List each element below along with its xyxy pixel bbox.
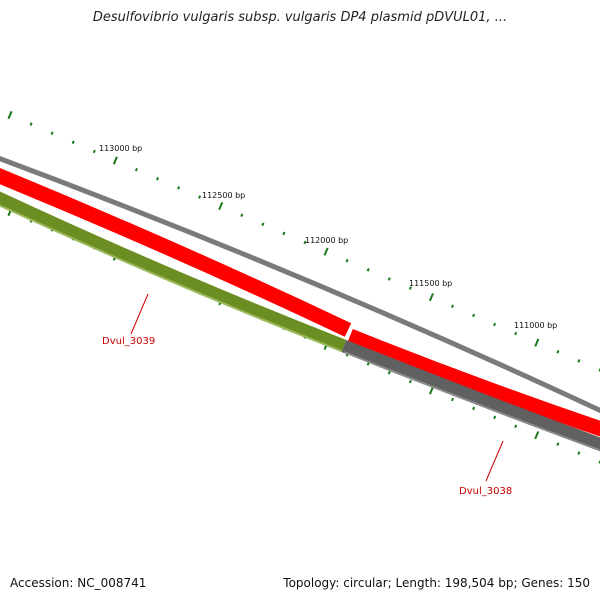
outer-tick (134, 167, 138, 172)
outer-tick (29, 122, 33, 126)
forward-feature-dvul-3038 (347, 329, 600, 437)
outer-tick (534, 338, 540, 347)
inner-tick (577, 451, 581, 455)
tick-label-112000: 112000 bp (305, 236, 348, 245)
outer-tick (71, 140, 75, 145)
tick-label-113000: 113000 bp (99, 144, 142, 153)
outer-tick (450, 304, 455, 309)
outer-tick (50, 131, 54, 135)
outer-tick (282, 231, 286, 236)
leader-line-dvul-3039 (130, 293, 149, 335)
leader-line-dvul-3038 (485, 440, 504, 482)
tick-label-112500: 112500 bp (202, 191, 245, 200)
outer-tick (218, 201, 224, 211)
outer-tick (345, 258, 349, 263)
inner-tick (472, 406, 476, 411)
outer-tick (112, 156, 118, 165)
outer-tick (155, 176, 160, 181)
outer-tick (408, 286, 412, 290)
inner-tick (428, 386, 434, 395)
inner-tick (408, 379, 412, 384)
gene-label-dvul-3039[interactable]: Dvul_3039 (102, 336, 155, 347)
outer-tick (514, 331, 518, 336)
outer-tick (428, 293, 434, 302)
tick-label-111500: 111500 bp (409, 279, 452, 288)
outer-tick-marks (7, 110, 600, 372)
backbone-line-gray (0, 156, 600, 414)
inner-tick (493, 415, 497, 420)
outer-tick (577, 359, 581, 363)
reverse-feature-gray (341, 339, 600, 452)
inner-tick (534, 431, 540, 440)
topology-summary: Topology: circular; Length: 198,504 bp; … (283, 576, 590, 590)
gene-label-dvul-3038[interactable]: Dvul_3038 (459, 486, 512, 497)
inner-tick (366, 362, 370, 366)
inner-tick (556, 442, 560, 446)
outer-tick (198, 195, 202, 199)
reverse-feature-dvul-3039-edge (0, 204, 345, 353)
inner-tick (387, 370, 391, 375)
reverse-feature-gray-edge (343, 351, 600, 452)
outer-tick (303, 240, 307, 245)
outer-tick (92, 149, 96, 154)
reverse-feature-dvul-3039 (0, 191, 347, 353)
inner-tick (450, 397, 455, 402)
outer-tick (556, 350, 560, 354)
forward-feature-upstream (0, 168, 352, 337)
outer-tick (177, 186, 181, 190)
outer-tick (323, 247, 329, 256)
map-title: Desulfovibrio vulgaris subsp. vulgaris D… (92, 10, 508, 25)
outer-tick (493, 322, 497, 327)
outer-tick (472, 313, 476, 318)
outer-tick (240, 213, 244, 217)
outer-tick (387, 277, 391, 281)
outer-tick (261, 222, 265, 227)
outer-tick (366, 268, 370, 272)
tick-label-111000: 111000 bp (514, 321, 557, 330)
outer-tick (7, 110, 13, 120)
inner-tick (514, 424, 518, 429)
accession-label: Accession: NC_008741 (10, 576, 147, 590)
